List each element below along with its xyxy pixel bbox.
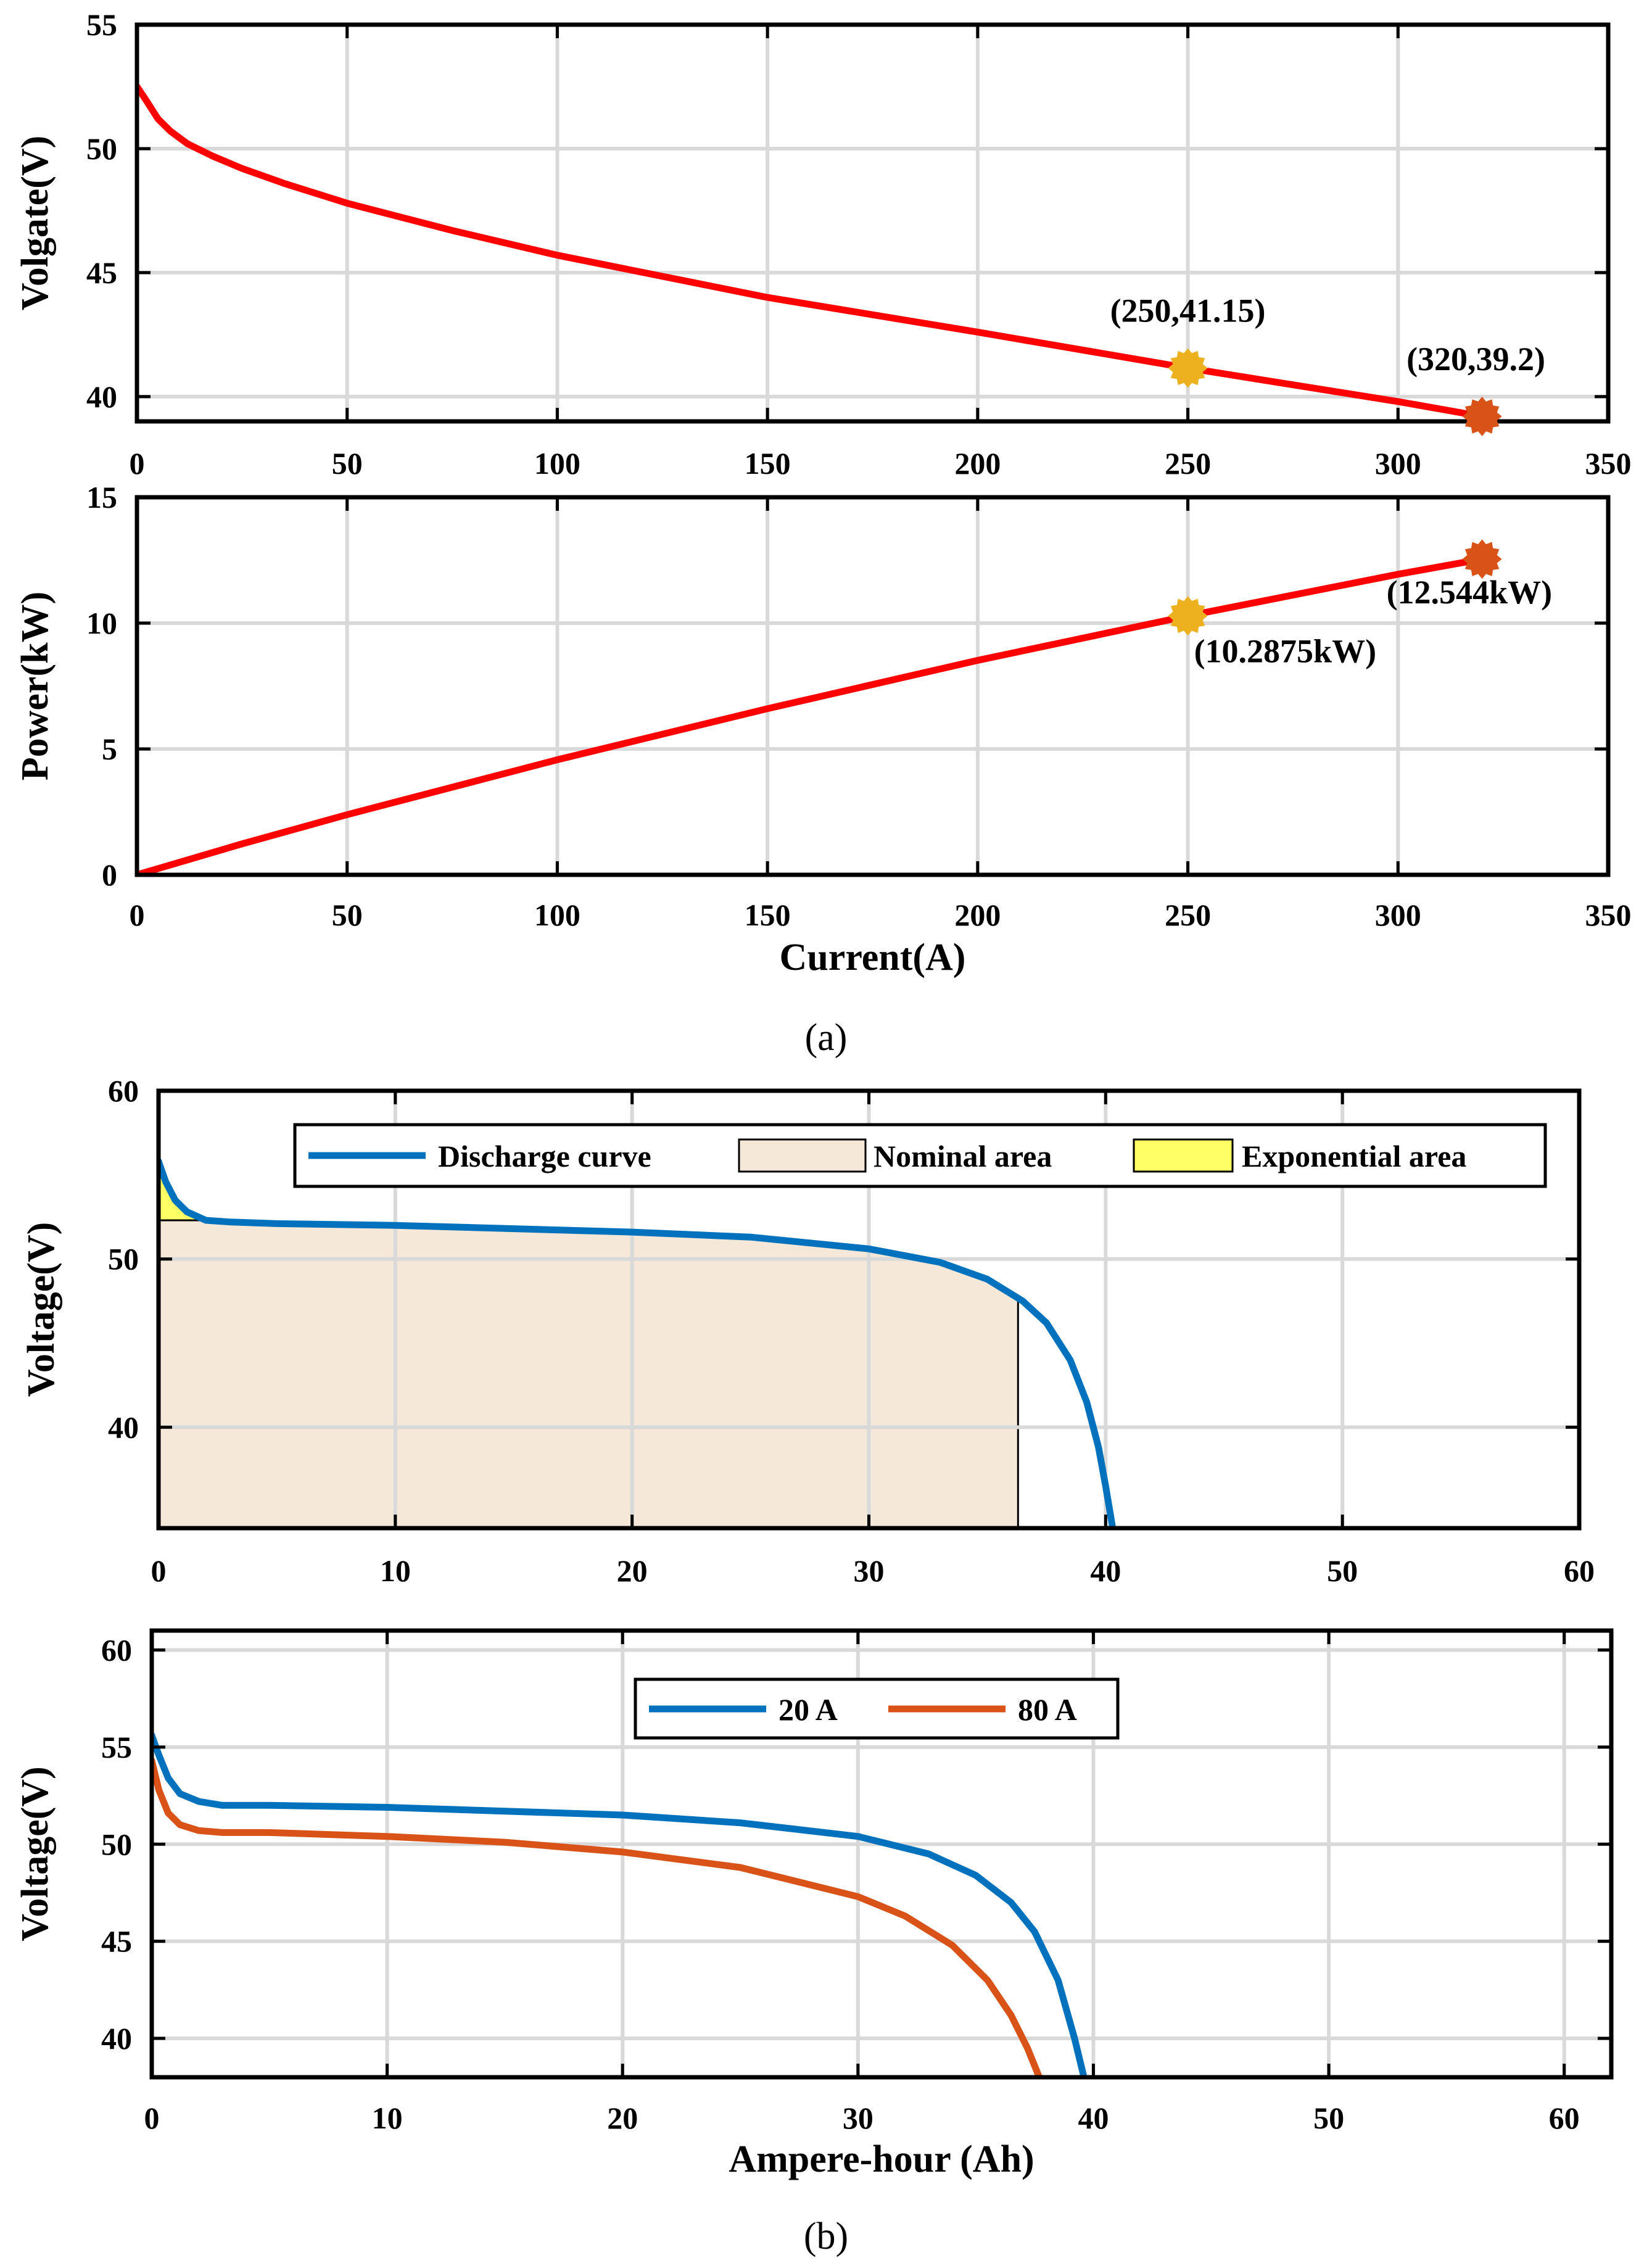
x-tick-label: 0 <box>130 446 145 481</box>
y-axis-label: Voltage(V) <box>14 1766 56 1942</box>
data-point-marker <box>1462 397 1502 436</box>
x-tick-label: 250 <box>1165 446 1211 481</box>
chart-discharge_curves_currents: 0 10 20 30 40 50 60 40 45 50 55 60 Voltage(V) Ampere-… <box>14 1628 1614 2180</box>
grid <box>137 25 1608 421</box>
y-axis-label: Voltage(V) <box>20 1222 62 1397</box>
y-tick-label: 55 <box>101 1730 132 1764</box>
x-tick-label: 150 <box>745 446 791 481</box>
series-20-a <box>152 1732 1088 2077</box>
legend-swatch-exponential <box>1133 1138 1234 1173</box>
x-tick-label: 60 <box>1564 1553 1595 1588</box>
x-tick-label: 30 <box>843 2101 873 2135</box>
data-point-label: (250,41.15) <box>1110 292 1266 329</box>
legend-label: Discharge curve <box>438 1139 651 1173</box>
series-80-a <box>152 1757 1043 2077</box>
legend-label: 80 A <box>1018 1692 1077 1727</box>
legend-label: 20 A <box>779 1692 838 1727</box>
x-tick-label: 150 <box>745 898 791 932</box>
y-tick-label: 55 <box>86 7 117 42</box>
series-discharge-curve <box>159 1158 1117 1528</box>
x-tick-label: 0 <box>151 1553 167 1588</box>
x-tick-label: 200 <box>954 446 1001 481</box>
legend: 20 A 80 A <box>634 1677 1120 1740</box>
x-tick-label: 200 <box>954 898 1001 932</box>
y-tick-label: 15 <box>86 480 117 515</box>
y-tick-label: 60 <box>108 1073 139 1108</box>
y-tick-label: 45 <box>101 1924 132 1959</box>
x-tick-label: 50 <box>332 898 363 932</box>
x-tick-label: 10 <box>372 2101 403 2135</box>
chart-voltage_vs_current: 0 50 100 150 200 250 300 350 40 45 50 55 Volgate(V) (… <box>14 7 1632 481</box>
x-tick-label: 50 <box>1313 2101 1344 2135</box>
y-tick-label: 10 <box>86 606 117 640</box>
axes-frame <box>134 495 1611 877</box>
y-tick-label: 50 <box>108 1242 139 1276</box>
y-tick-label: 40 <box>101 2021 132 2056</box>
axes-frame <box>149 1628 1614 2080</box>
series-power <box>137 555 1486 875</box>
axes-frame <box>134 22 1611 424</box>
legend-label: Exponential area <box>1242 1139 1466 1173</box>
data-point-marker <box>1462 539 1502 579</box>
x-tick-label: 0 <box>130 898 145 932</box>
data-point-label: (12.544kW) <box>1387 574 1553 611</box>
y-tick-label: 0 <box>102 858 117 892</box>
x-tick-label: 300 <box>1375 446 1421 481</box>
x-tick-label: 40 <box>1090 1553 1121 1588</box>
x-tick-label: 50 <box>332 446 363 481</box>
legend-label: Nominal area <box>873 1139 1052 1173</box>
legend-box <box>293 1123 1547 1188</box>
chart-power_vs_current: 0 50 100 150 200 250 300 350 0 5 10 15 Power(kW) Curr… <box>14 480 1632 978</box>
y-tick-label: 40 <box>86 379 117 414</box>
y-tick-label: 45 <box>86 255 117 290</box>
x-axis-label: Current(A) <box>780 937 966 978</box>
grid <box>137 497 1608 875</box>
plot-area <box>137 25 1608 421</box>
legend: Discharge curve Nominal area Exponential a… <box>293 1123 1547 1188</box>
x-tick-label: 0 <box>144 2101 160 2135</box>
series-voltage <box>137 83 1486 420</box>
data-point-marker <box>1168 596 1208 636</box>
x-tick-label: 100 <box>534 898 580 932</box>
y-tick-label: 50 <box>86 131 117 166</box>
x-tick-label: 20 <box>617 1553 648 1588</box>
x-tick-label: 350 <box>1585 446 1632 481</box>
caption-b: (b) <box>804 2215 848 2257</box>
x-tick-label: 10 <box>380 1553 411 1588</box>
data-point-label: (10.2875kW) <box>1194 632 1376 669</box>
x-tick-label: 100 <box>534 446 580 481</box>
x-axis-label: Ampere-hour (Ah) <box>729 2138 1034 2180</box>
y-axis-label: Power(kW) <box>14 592 56 780</box>
y-tick-label: 50 <box>101 1827 132 1861</box>
data-point-marker <box>1168 348 1208 388</box>
y-tick-label: 5 <box>102 732 117 766</box>
chart-discharge_curve_areas: 0 10 20 30 40 50 60 40 50 60 Voltage(V) Discharge c… <box>20 1073 1595 1588</box>
x-tick-label: 40 <box>1078 2101 1109 2135</box>
x-tick-label: 250 <box>1165 898 1211 932</box>
legend-swatch-nominal <box>738 1138 867 1173</box>
caption-a: (a) <box>805 1017 848 1059</box>
x-tick-label: 60 <box>1549 2101 1580 2135</box>
y-tick-label: 40 <box>108 1410 139 1444</box>
y-tick-label: 60 <box>101 1632 132 1667</box>
x-tick-label: 20 <box>607 2101 638 2135</box>
x-tick-label: 50 <box>1327 1553 1358 1588</box>
x-tick-label: 30 <box>854 1553 885 1588</box>
data-point-label: (320,39.2) <box>1406 341 1545 378</box>
y-axis-label: Volgate(V) <box>14 136 56 311</box>
x-tick-label: 350 <box>1585 898 1632 932</box>
x-tick-label: 300 <box>1375 898 1421 932</box>
